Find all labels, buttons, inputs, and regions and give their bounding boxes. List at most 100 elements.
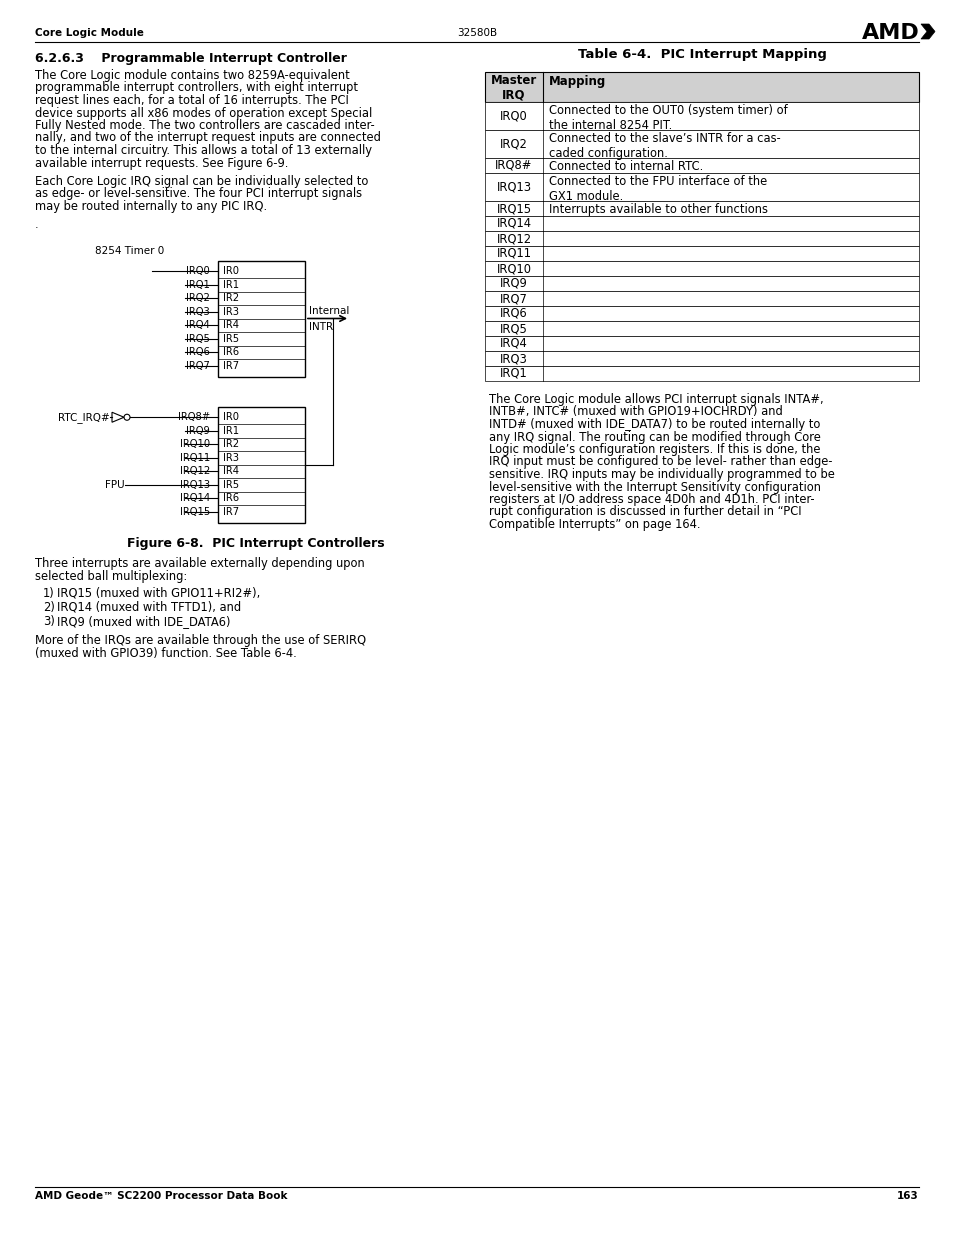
Text: IR3: IR3 bbox=[223, 306, 239, 316]
Text: IRQ input must be configured to be level- rather than edge-: IRQ input must be configured to be level… bbox=[489, 456, 832, 468]
Bar bbox=[484, 103, 918, 130]
Text: Logic module’s configuration registers. If this is done, the: Logic module’s configuration registers. … bbox=[489, 443, 820, 456]
Text: More of the IRQs are available through the use of SERIRQ: More of the IRQs are available through t… bbox=[35, 634, 366, 647]
Text: IR4: IR4 bbox=[223, 467, 239, 477]
Text: IR5: IR5 bbox=[223, 333, 239, 343]
Bar bbox=[484, 291, 918, 306]
Bar bbox=[218, 261, 305, 377]
Text: INTD# (muxed with IDE_DATA7) to be routed internally to: INTD# (muxed with IDE_DATA7) to be route… bbox=[489, 417, 820, 431]
Text: Connected to the slave’s INTR for a cas-
caded configuration.: Connected to the slave’s INTR for a cas-… bbox=[548, 132, 780, 161]
Text: IR6: IR6 bbox=[223, 347, 239, 357]
Text: 163: 163 bbox=[897, 1191, 918, 1200]
Text: IRQ7: IRQ7 bbox=[499, 291, 527, 305]
Text: IR0: IR0 bbox=[223, 412, 239, 422]
Text: IR0: IR0 bbox=[223, 267, 239, 277]
Text: IRQ9 (muxed with IDE_DATA6): IRQ9 (muxed with IDE_DATA6) bbox=[57, 615, 231, 629]
Text: IRQ11: IRQ11 bbox=[179, 453, 210, 463]
Text: Core Logic Module: Core Logic Module bbox=[35, 28, 144, 38]
Text: IRQ14: IRQ14 bbox=[180, 493, 210, 503]
Text: nally, and two of the interrupt request inputs are connected: nally, and two of the interrupt request … bbox=[35, 131, 380, 144]
Text: registers at I/O address space 4D0h and 4D1h. PCI inter-: registers at I/O address space 4D0h and … bbox=[489, 493, 814, 506]
Text: IRQ4: IRQ4 bbox=[499, 337, 527, 350]
Text: IR1: IR1 bbox=[223, 426, 239, 436]
Text: INTB#, INTC# (muxed with GPIO19+IOCHRDY) and: INTB#, INTC# (muxed with GPIO19+IOCHRDY)… bbox=[489, 405, 781, 419]
Text: IRQ13: IRQ13 bbox=[180, 479, 210, 490]
Text: IRQ1: IRQ1 bbox=[186, 280, 210, 290]
Text: IRQ0: IRQ0 bbox=[499, 110, 527, 122]
Text: IRQ4: IRQ4 bbox=[186, 320, 210, 330]
Bar bbox=[484, 261, 918, 275]
Bar bbox=[484, 158, 918, 173]
Text: rupt configuration is discussed in further detail in “PCI: rupt configuration is discussed in furth… bbox=[489, 505, 801, 519]
Text: IR1: IR1 bbox=[223, 280, 239, 290]
Text: 32580B: 32580B bbox=[456, 28, 497, 38]
Text: Table 6-4.  PIC Interrupt Mapping: Table 6-4. PIC Interrupt Mapping bbox=[577, 48, 825, 61]
Text: (muxed with GPIO39) function. See Table 6-4.: (muxed with GPIO39) function. See Table … bbox=[35, 646, 296, 659]
Text: IRQ12: IRQ12 bbox=[496, 232, 531, 245]
Text: IRQ2: IRQ2 bbox=[499, 137, 527, 151]
Text: IR4: IR4 bbox=[223, 320, 239, 330]
Text: IRQ9: IRQ9 bbox=[499, 277, 527, 290]
Text: 1): 1) bbox=[43, 587, 54, 599]
Text: Each Core Logic IRQ signal can be individually selected to: Each Core Logic IRQ signal can be indivi… bbox=[35, 175, 368, 188]
Text: request lines each, for a total of 16 interrupts. The PCI: request lines each, for a total of 16 in… bbox=[35, 94, 349, 107]
Bar bbox=[484, 231, 918, 246]
Text: IRQ1: IRQ1 bbox=[499, 367, 527, 380]
Text: IRQ14: IRQ14 bbox=[496, 217, 531, 230]
Text: IRQ15: IRQ15 bbox=[179, 506, 210, 516]
Text: programmable interrupt controllers, with eight interrupt: programmable interrupt controllers, with… bbox=[35, 82, 357, 95]
Text: IR3: IR3 bbox=[223, 453, 239, 463]
Bar bbox=[484, 275, 918, 291]
Text: IRQ8#: IRQ8# bbox=[177, 412, 210, 422]
Text: The Core Logic module allows PCI interrupt signals INTA#,: The Core Logic module allows PCI interru… bbox=[489, 393, 822, 406]
Text: IR2: IR2 bbox=[223, 440, 239, 450]
Bar bbox=[484, 366, 918, 382]
Text: The Core Logic module contains two 8259A-equivalent: The Core Logic module contains two 8259A… bbox=[35, 69, 350, 82]
Text: IRQ10: IRQ10 bbox=[180, 440, 210, 450]
Text: Fully Nested mode. The two controllers are cascaded inter-: Fully Nested mode. The two controllers a… bbox=[35, 119, 375, 132]
Text: IRQ15 (muxed with GPIO11+RI2#),: IRQ15 (muxed with GPIO11+RI2#), bbox=[57, 587, 260, 599]
Text: AMD Geode™ SC2200 Processor Data Book: AMD Geode™ SC2200 Processor Data Book bbox=[35, 1191, 287, 1200]
Text: IRQ11: IRQ11 bbox=[496, 247, 531, 261]
Text: Figure 6-8.  PIC Interrupt Controllers: Figure 6-8. PIC Interrupt Controllers bbox=[127, 537, 384, 551]
Bar bbox=[484, 246, 918, 261]
Text: IRQ12: IRQ12 bbox=[179, 467, 210, 477]
Text: IR7: IR7 bbox=[223, 361, 239, 370]
Text: AMD: AMD bbox=[862, 23, 919, 43]
Text: Connected to internal RTC.: Connected to internal RTC. bbox=[548, 161, 702, 173]
Text: Mapping: Mapping bbox=[548, 74, 605, 88]
Text: IRQ14 (muxed with TFTD1), and: IRQ14 (muxed with TFTD1), and bbox=[57, 601, 241, 614]
Text: IRQ9: IRQ9 bbox=[186, 426, 210, 436]
Text: available interrupt requests. See Figure 6-9.: available interrupt requests. See Figure… bbox=[35, 157, 288, 169]
Text: .: . bbox=[35, 221, 38, 231]
Text: sensitive. IRQ inputs may be individually programmed to be: sensitive. IRQ inputs may be individuall… bbox=[489, 468, 834, 480]
Text: IRQ6: IRQ6 bbox=[186, 347, 210, 357]
Text: selected ball multiplexing:: selected ball multiplexing: bbox=[35, 571, 187, 583]
Text: device supports all x86 modes of operation except Special: device supports all x86 modes of operati… bbox=[35, 106, 372, 120]
Text: 8254 Timer 0: 8254 Timer 0 bbox=[95, 246, 164, 256]
Text: may be routed internally to any PIC IRQ.: may be routed internally to any PIC IRQ. bbox=[35, 200, 267, 212]
Text: 2): 2) bbox=[43, 601, 55, 614]
Text: Three interrupts are available externally depending upon: Three interrupts are available externall… bbox=[35, 557, 364, 571]
Text: Connected to the FPU interface of the
GX1 module.: Connected to the FPU interface of the GX… bbox=[548, 175, 766, 203]
Bar bbox=[484, 216, 918, 231]
Text: IR6: IR6 bbox=[223, 493, 239, 503]
Bar bbox=[484, 201, 918, 216]
Text: Compatible Interrupts” on page 164.: Compatible Interrupts” on page 164. bbox=[489, 517, 700, 531]
Bar bbox=[484, 351, 918, 366]
Bar bbox=[484, 306, 918, 321]
Text: Interrupts available to other functions: Interrupts available to other functions bbox=[548, 203, 767, 216]
Bar bbox=[484, 336, 918, 351]
Text: IRQ7: IRQ7 bbox=[186, 361, 210, 370]
Text: FPU: FPU bbox=[105, 479, 125, 490]
Text: IRQ8#: IRQ8# bbox=[495, 159, 532, 172]
Polygon shape bbox=[920, 23, 934, 40]
Text: IRQ15: IRQ15 bbox=[496, 203, 531, 215]
Text: 3): 3) bbox=[43, 615, 55, 629]
Text: IRQ3: IRQ3 bbox=[186, 306, 210, 316]
Bar bbox=[484, 130, 918, 158]
Bar bbox=[484, 173, 918, 201]
Text: IRQ3: IRQ3 bbox=[499, 352, 527, 366]
Text: IR2: IR2 bbox=[223, 293, 239, 304]
Text: to the internal circuitry. This allows a total of 13 externally: to the internal circuitry. This allows a… bbox=[35, 144, 372, 157]
